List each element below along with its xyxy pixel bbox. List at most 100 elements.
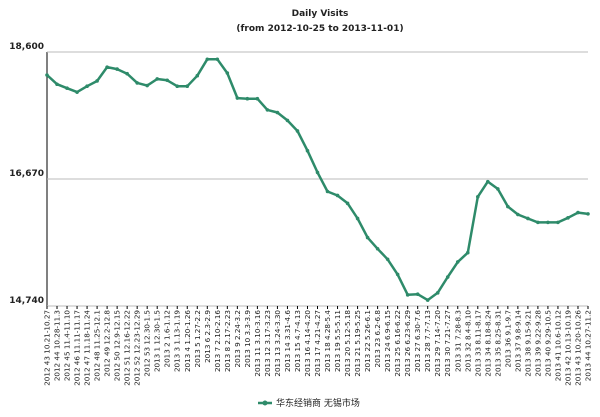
x-tick-label: 2012 53 12.30-1.5	[143, 310, 152, 377]
x-tick-label: 2013 39 9.22-9.28	[533, 310, 542, 377]
data-point	[245, 96, 250, 101]
chart-subtitle: (from 2012-10-25 to 2013-11-01)	[236, 24, 403, 34]
data-point	[255, 96, 260, 101]
x-tick-label: 2013 25 6.16-6.22	[393, 310, 402, 377]
data-point	[556, 220, 560, 225]
data-point	[325, 189, 330, 194]
x-tick-label: 2012 45 11.4-11.10	[63, 310, 72, 382]
x-tick-label: 2013 23 6.2-6.8	[373, 310, 382, 368]
x-tick-label: 2013 14 3.31-4.6	[283, 310, 292, 372]
data-point	[395, 272, 400, 277]
x-tick-label: 2013 11 3.10-3.16	[253, 310, 262, 377]
x-tick-label: 2012 50 12.9-12.15	[113, 310, 122, 381]
x-tick-label: 2013 15 4.7-4.13	[293, 310, 302, 372]
data-point	[195, 73, 200, 78]
x-tick-label: 2013 30 7.21-7.27	[443, 310, 452, 377]
data-point	[486, 179, 490, 184]
data-point	[135, 81, 139, 85]
data-point	[576, 210, 580, 215]
data-point	[315, 170, 320, 175]
data-point	[445, 275, 450, 279]
data-point	[285, 118, 290, 123]
x-tick-label: 2013 27 6.30-7.6	[413, 310, 422, 372]
data-point	[365, 235, 370, 240]
data-point	[75, 90, 79, 94]
x-tick-label: 2013 33 8.11-8.17	[473, 310, 482, 377]
y-tick-label: 16,670	[9, 169, 44, 179]
x-tick-label: 2013 28 7.7-7.13	[423, 310, 432, 372]
x-tick-label: 2013 22 5.26-6.1	[363, 310, 372, 372]
data-point	[165, 78, 170, 83]
x-tick-label: 2013 32 8.4-8.10	[463, 310, 472, 372]
data-point	[405, 293, 410, 297]
x-tick-label: 2013 10 3.3-3.9	[243, 310, 252, 368]
data-point	[125, 71, 129, 76]
data-point	[185, 84, 190, 89]
data-line	[46, 57, 589, 302]
data-point	[65, 86, 69, 90]
x-tick-label: 2013 2 1.6-1.12	[163, 310, 172, 367]
x-tick-label: 2013 35 8.25-8.31	[493, 310, 502, 377]
x-tick-label: 2013 4 1.20-1.26	[183, 310, 192, 372]
x-tick-label: 2012 43 10.21-10.27	[43, 310, 52, 386]
data-point	[465, 250, 470, 255]
x-tick-label: 2012 49 12.2-12.8	[103, 310, 112, 377]
x-tick-label: 2013 3 1.13-1.19	[173, 310, 182, 372]
data-point	[455, 260, 460, 264]
data-point	[235, 96, 240, 100]
x-tick-label: 2013 31 7.28-8.3	[453, 310, 462, 372]
data-point	[105, 65, 109, 69]
x-tick-label: 2012 44 10.28-11.3	[53, 310, 62, 381]
chart-title: Daily Visits	[292, 9, 349, 19]
data-point	[275, 110, 280, 115]
x-tick-label: 2012 46 11.11-11.17	[73, 310, 82, 386]
data-point	[435, 291, 440, 295]
data-point	[475, 194, 480, 199]
data-point	[115, 67, 119, 71]
x-tick-label: 2013 24 6.9-6.15	[383, 310, 392, 372]
x-tick-label: 2013 17 4.21-4.27	[313, 310, 322, 377]
x-tick-label: 2013 16 4.14-4.20	[303, 310, 312, 377]
x-tick-label: 2013 40 9.29-10.5	[543, 310, 552, 377]
x-tick-label: 2013 12 3.17-3.23	[263, 310, 272, 377]
data-point	[145, 83, 149, 88]
x-tick-label: 2013 44 10.27-11.2	[584, 310, 593, 381]
legend-label: 华东经销商 无锡市场	[276, 397, 360, 409]
data-point	[415, 292, 420, 296]
data-point	[335, 193, 340, 198]
y-tick-label: 18,600	[9, 42, 44, 52]
data-point	[546, 220, 550, 225]
x-tick-label: 2013 29 7.14-7.20	[433, 310, 442, 377]
data-point	[566, 216, 570, 220]
data-point	[85, 84, 89, 89]
x-tick-label: 2013 21 5.19-5.25	[353, 310, 362, 377]
data-point	[536, 220, 540, 225]
data-point	[496, 187, 500, 191]
data-point	[215, 57, 220, 62]
data-point	[155, 77, 160, 81]
x-tick-label: 2012 48 11.25-12.1	[93, 310, 102, 381]
data-point	[305, 148, 310, 153]
data-point	[205, 57, 210, 62]
data-point	[516, 212, 520, 217]
x-tick-label: 2013 26 6.23-6.29	[403, 310, 412, 377]
data-point	[95, 79, 99, 83]
x-tick-label: 2013 37 9.8-9.14	[513, 310, 522, 372]
x-tick-label: 2013 13 3.24-3.30	[273, 310, 282, 377]
data-point	[355, 216, 360, 221]
x-tick-label: 2013 5 1.27-2.2	[193, 310, 202, 367]
x-tick-label: 2013 6 2.3-2.9	[203, 310, 212, 363]
x-tick-label: 2013 19 5.5-5.11	[333, 310, 342, 372]
x-tick-label: 2013 9 2.24-3.2	[233, 310, 242, 367]
x-tick-label: 2013 18 4.28-5.4	[323, 310, 332, 372]
x-tick-label: 2013 7 2.10-2.16	[213, 310, 222, 372]
data-point	[345, 201, 350, 206]
x-tick-label: 2013 34 8.18-8.24	[483, 310, 492, 377]
data-point	[425, 298, 430, 302]
data-point	[175, 84, 180, 89]
data-point	[375, 246, 380, 251]
x-tick-label: 2013 43 10.20-10.26	[573, 310, 582, 386]
x-tick-label: 2013 41 10.6-10.12	[553, 310, 562, 381]
data-point	[265, 108, 270, 112]
x-tick-label: 2013 42 10.13-10.19	[563, 310, 572, 386]
